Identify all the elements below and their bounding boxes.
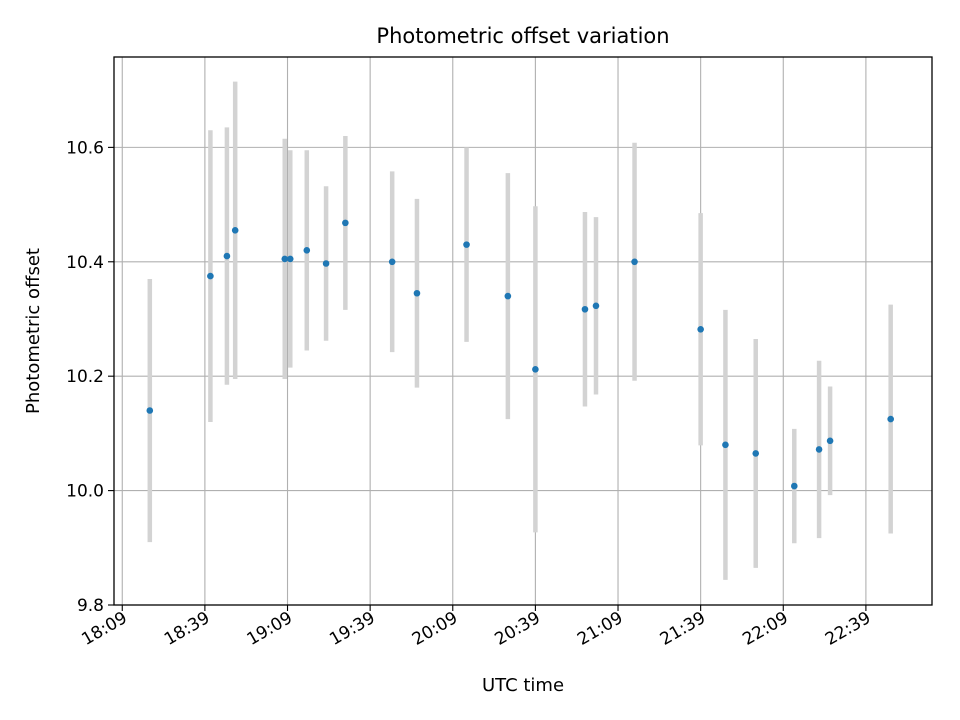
data-point <box>826 437 834 445</box>
data-point <box>887 415 894 423</box>
data-point <box>303 247 311 254</box>
data-point <box>413 289 421 297</box>
data-point <box>207 272 214 280</box>
data-points <box>146 219 894 490</box>
y-tick-label: 9.8 <box>77 596 104 616</box>
data-point <box>592 302 600 310</box>
y-tick-label: 10.4 <box>66 253 104 273</box>
data-point <box>631 258 638 266</box>
y-axis: 9.8 10.0 10.2 10.4 10.6 <box>66 138 114 616</box>
data-point <box>146 407 154 414</box>
data-point <box>581 305 589 313</box>
x-axis-label: UTC time <box>482 675 564 696</box>
data-point <box>231 227 239 234</box>
y-axis-label: Photometric offset <box>23 248 44 414</box>
plot-frame <box>113 56 933 606</box>
data-point <box>697 325 704 333</box>
data-point <box>286 255 294 263</box>
data-point <box>504 292 512 300</box>
data-point <box>281 255 289 263</box>
data-point <box>790 482 798 490</box>
data-point <box>722 441 729 449</box>
data-point <box>388 258 396 266</box>
data-point <box>815 446 823 453</box>
chart-title: Photometric offset variation <box>376 24 669 48</box>
data-point <box>752 450 760 457</box>
data-point <box>342 219 349 227</box>
data-point <box>532 366 539 373</box>
y-tick-label: 10.0 <box>66 482 104 502</box>
y-tick-label: 10.2 <box>66 367 104 387</box>
y-tick-label: 10.6 <box>66 138 104 158</box>
data-point <box>322 260 330 267</box>
data-point <box>463 241 470 248</box>
data-point <box>223 252 231 260</box>
